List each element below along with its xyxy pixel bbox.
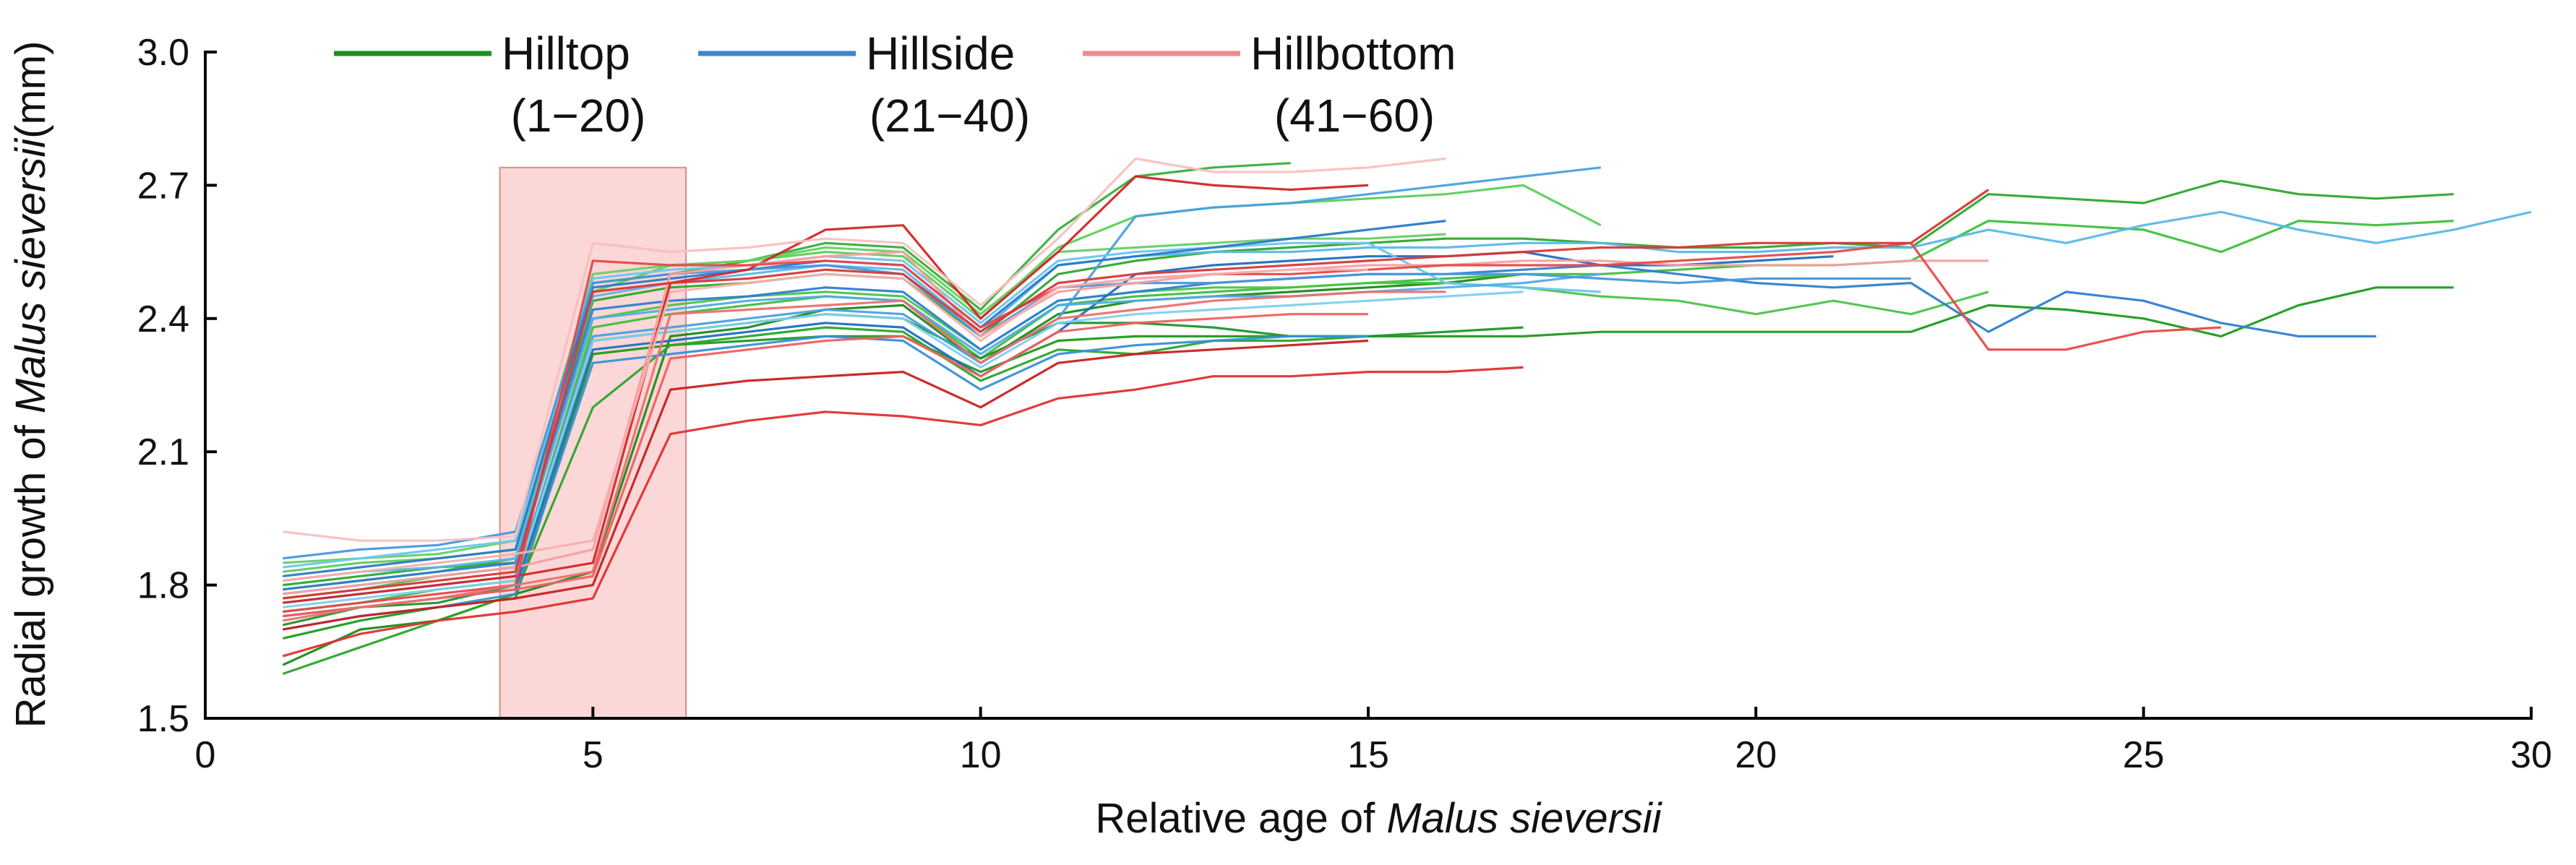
x-tick-label: 10 xyxy=(960,734,1002,776)
y-tick-label: 1.8 xyxy=(137,565,189,607)
legend-range-hillside: (21−40) xyxy=(870,90,1030,142)
x-tick-label: 5 xyxy=(583,734,604,776)
series-line-26 xyxy=(283,241,2221,614)
series-line-25 xyxy=(283,251,1989,595)
y-axis-label-text: Radial growth of xyxy=(7,424,54,728)
series-line-9 xyxy=(283,233,1446,564)
series-line-24 xyxy=(283,175,1369,604)
x-tick-label: 25 xyxy=(2123,734,2165,776)
legend-range-hilltop: (1−20) xyxy=(511,90,646,142)
y-axis-label: Radial growth of Malus sieversii(mm) xyxy=(7,41,54,728)
legend-label-hillbottom: Hillbottom xyxy=(1250,27,1456,79)
x-tick-label: 0 xyxy=(195,734,216,776)
x-axis-label-text: Relative age of xyxy=(1095,795,1375,842)
series-line-16 xyxy=(283,335,1368,631)
legend-label-hillside: Hillside xyxy=(866,27,1015,79)
legend: Hilltop (1−20) Hillside (21−40) Hillbottom (4… xyxy=(334,27,1456,142)
y-tick-label: 3.0 xyxy=(137,32,189,74)
plot-area xyxy=(282,157,2532,719)
y-tick-label: 2.4 xyxy=(137,298,189,340)
series-line-19 xyxy=(283,291,1524,608)
y-axis-label-unit: (mm) xyxy=(7,41,54,139)
series-line-10 xyxy=(282,326,1369,676)
highlight-region xyxy=(499,166,687,719)
series-line-21 xyxy=(282,366,1524,658)
series-line-22 xyxy=(283,339,1369,631)
x-tick-label: 20 xyxy=(1735,734,1777,776)
x-axis-label: Relative age of Malus sieversii xyxy=(1095,795,1662,842)
series-line-7 xyxy=(283,162,1291,591)
x-tick-label: 30 xyxy=(2510,734,2552,776)
series-line-23 xyxy=(283,313,1368,618)
legend-range-hillbottom: (41−60) xyxy=(1274,90,1435,142)
legend-label-hilltop: Hilltop xyxy=(502,27,630,79)
series-line-6 xyxy=(283,184,1602,573)
x-tick-label: 15 xyxy=(1347,734,1389,776)
series-line-20 xyxy=(283,264,1911,560)
x-axis-label-species: Malus sieversii xyxy=(1386,795,1662,842)
y-tick-label: 2.1 xyxy=(137,431,189,473)
y-tick-label: 2.7 xyxy=(137,165,189,207)
axes: 0 5 10 15 20 25 30 1.5 1.8 2.1 2.4 2.7 3.0 xyxy=(137,32,2552,776)
y-axis-label-species: Malus sieversii xyxy=(7,137,54,413)
y-tick-label: 1.5 xyxy=(137,698,189,740)
series-line-27 xyxy=(283,157,1446,542)
series-line-29 xyxy=(283,189,1990,600)
series-line-15 xyxy=(283,241,1601,569)
series-line-28 xyxy=(283,291,1446,622)
series-line-8 xyxy=(282,313,1524,627)
series-line-30 xyxy=(283,268,1368,582)
